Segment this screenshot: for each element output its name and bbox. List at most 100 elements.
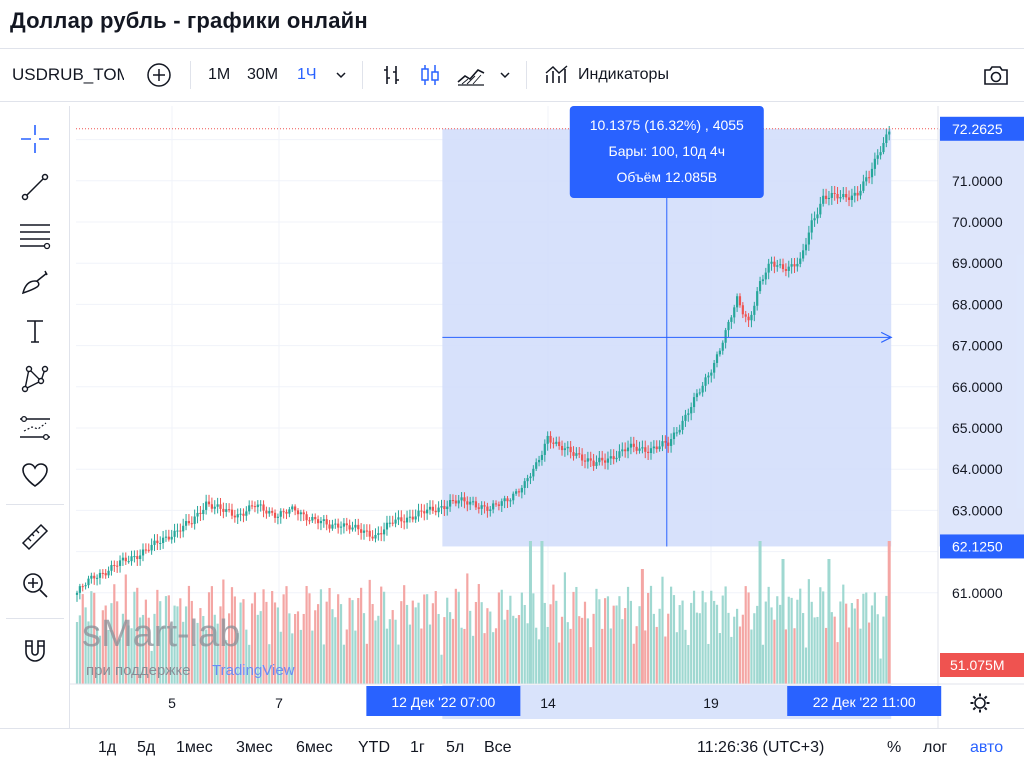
- volume-bar: [655, 626, 658, 684]
- volume-bar: [885, 595, 888, 684]
- clock[interactable]: 11:26:36 (UTC+3): [697, 739, 825, 756]
- trendline-icon: [21, 173, 49, 201]
- candle: [761, 279, 765, 282]
- volume-bar: [75, 622, 79, 684]
- candle: [405, 517, 409, 523]
- chart-style-dropdown[interactable]: [498, 49, 512, 101]
- pattern-tool[interactable]: [14, 358, 56, 400]
- volume-bar: [81, 594, 84, 684]
- candle: [750, 314, 753, 321]
- volume-bar: [147, 617, 150, 684]
- range-1y[interactable]: 1г: [410, 739, 425, 756]
- volume-bar: [296, 611, 300, 684]
- snapshot-button[interactable]: [982, 49, 1010, 101]
- crosshair-tool[interactable]: [14, 118, 56, 160]
- fib-lines-tool[interactable]: [14, 214, 56, 256]
- ruler-tool[interactable]: [14, 516, 56, 558]
- volume-bar: [305, 586, 308, 684]
- chart-area[interactable]: 10.1375 (16.32%) , 4055 Бары: 100, 10д 4ч…: [70, 106, 1024, 728]
- compare-add-button[interactable]: [146, 49, 172, 101]
- range-5y[interactable]: 5л: [446, 739, 465, 756]
- candle: [233, 515, 236, 518]
- interval-1m[interactable]: 1М: [208, 66, 231, 83]
- candle: [337, 523, 340, 528]
- candle: [767, 263, 770, 273]
- settings-gear-icon[interactable]: [970, 693, 990, 713]
- range-1m[interactable]: 1мес: [176, 739, 213, 756]
- range-3m[interactable]: 3мес: [236, 739, 273, 756]
- area-style-button[interactable]: [456, 49, 486, 101]
- candle: [655, 446, 658, 450]
- trendline-tool[interactable]: [14, 166, 56, 208]
- volume-bar: [830, 612, 833, 684]
- candle: [319, 520, 323, 524]
- volume-bar: [173, 605, 176, 684]
- magnet-tool[interactable]: [14, 630, 56, 672]
- zoom-in-icon: [23, 573, 48, 598]
- volume-bar: [535, 627, 538, 684]
- volume-bar: [750, 629, 753, 684]
- range-ytd[interactable]: YTD: [358, 739, 390, 756]
- candle: [827, 197, 831, 200]
- volume-bar: [291, 633, 294, 684]
- indicators-button[interactable]: Индикаторы: [544, 49, 669, 101]
- volume-bar: [784, 629, 787, 684]
- candle: [107, 570, 110, 576]
- volume-bar: [640, 569, 644, 684]
- range-low-badge: [940, 534, 1024, 559]
- candle: [870, 168, 874, 178]
- candle: [804, 244, 808, 251]
- percent-toggle[interactable]: %: [887, 739, 902, 756]
- volume-bar: [727, 612, 730, 684]
- y-tick-label: 71.0000: [952, 173, 1003, 189]
- volume-bar: [170, 628, 173, 684]
- bars-style-button[interactable]: [380, 49, 404, 101]
- range-1d[interactable]: 1д: [98, 739, 117, 756]
- volume-bar: [360, 587, 363, 684]
- favorites-tool[interactable]: [14, 454, 56, 496]
- symbol-search[interactable]: USDRUB_TOM: [12, 49, 124, 101]
- forecast-tool[interactable]: [14, 406, 56, 448]
- volume-bar: [394, 619, 397, 684]
- interval-30m[interactable]: 30М: [247, 66, 279, 83]
- zoom-in-tool[interactable]: [14, 564, 56, 606]
- volume-bar: [540, 541, 544, 684]
- candle: [400, 517, 403, 522]
- volume-bar: [515, 618, 518, 684]
- volume-bar: [753, 613, 756, 684]
- volume-bar: [868, 622, 871, 684]
- price-chart[interactable]: 10.1375 (16.32%) , 4055 Бары: 100, 10д 4ч…: [70, 106, 1024, 728]
- volume-bar: [357, 598, 360, 684]
- log-toggle[interactable]: лог: [923, 739, 948, 756]
- interval-1h[interactable]: 1Ч: [297, 66, 317, 83]
- candle: [537, 459, 541, 463]
- candle: [302, 512, 305, 515]
- brush-tool[interactable]: [14, 262, 56, 304]
- candle: [207, 501, 211, 505]
- auto-toggle[interactable]: авто: [970, 739, 1004, 756]
- candle: [144, 549, 147, 551]
- range-5d[interactable]: 5д: [137, 739, 156, 756]
- volume-bar: [414, 607, 417, 684]
- volume-bar: [469, 610, 472, 684]
- candle: [856, 192, 859, 196]
- text-tool[interactable]: [14, 310, 56, 352]
- range-6m[interactable]: 6мес: [296, 739, 333, 756]
- volume-bar: [362, 613, 366, 684]
- volume-bar: [698, 613, 701, 684]
- range-start-label: 12 Дек '22 07:00: [391, 694, 495, 710]
- interval-dropdown[interactable]: [334, 49, 348, 101]
- volume-bar: [842, 584, 845, 684]
- volume-bar: [368, 579, 371, 684]
- candle: [334, 523, 337, 525]
- range-all[interactable]: Все: [484, 739, 512, 756]
- candles-style-button[interactable]: [418, 49, 442, 101]
- candle: [506, 498, 509, 502]
- volume-bar: [707, 643, 710, 684]
- candle: [816, 214, 819, 219]
- volume-bar: [701, 590, 704, 684]
- volume-bar: [850, 603, 853, 684]
- candle: [879, 152, 882, 156]
- volume-bar: [552, 584, 555, 684]
- candle: [747, 316, 750, 321]
